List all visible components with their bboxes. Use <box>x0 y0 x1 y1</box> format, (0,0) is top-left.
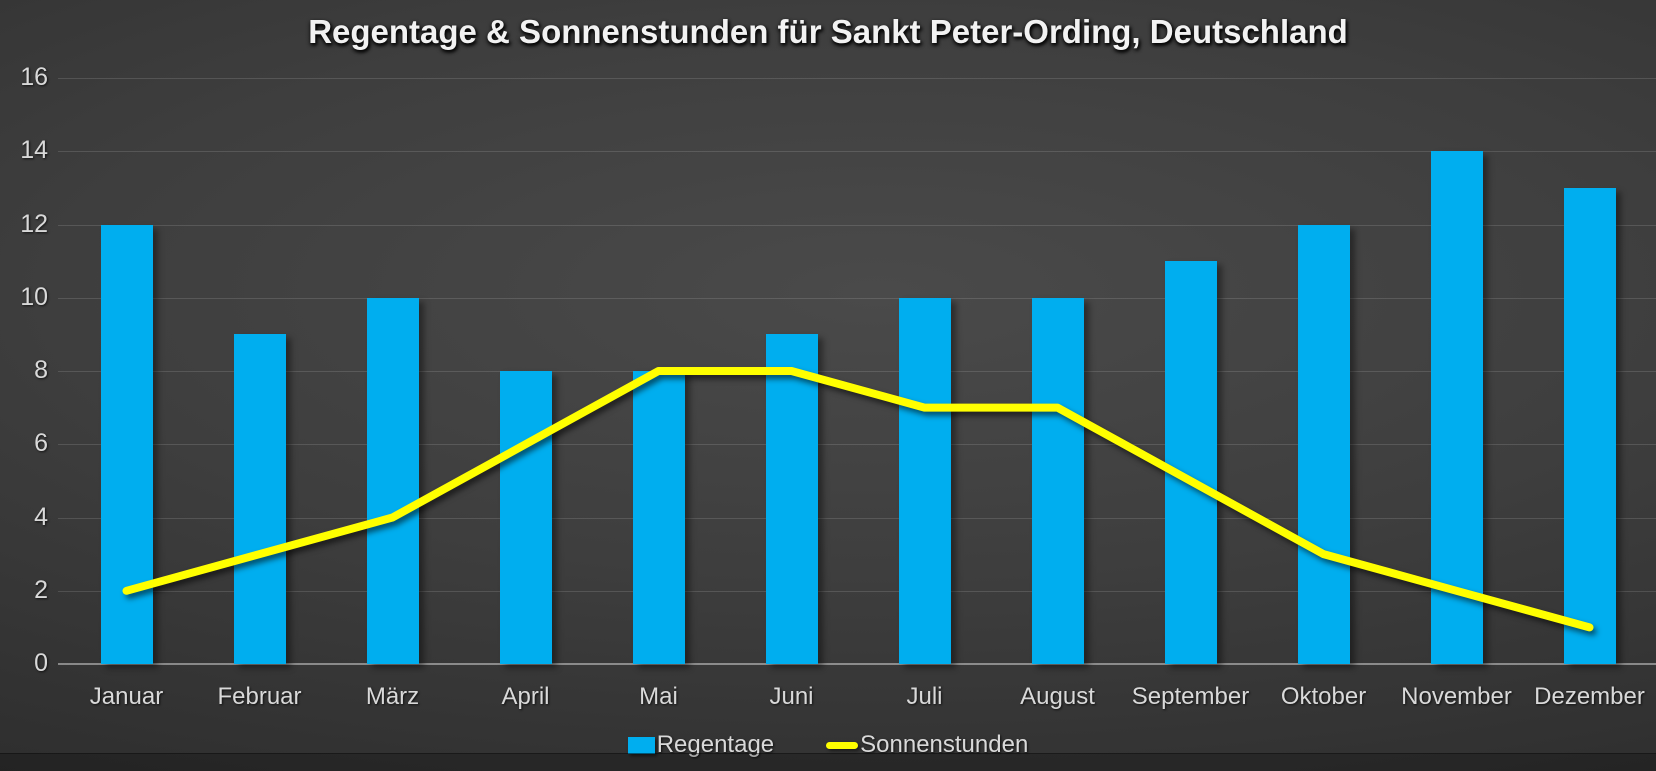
bar-september <box>1164 261 1217 664</box>
x-tick-label-mai: Mai <box>639 683 678 710</box>
legend-label-sonnenstunden: Sonnenstunden <box>860 731 1029 758</box>
gridline-y-14 <box>58 151 1656 153</box>
bar-april <box>499 371 552 664</box>
x-tick-label-dezember: Dezember <box>1534 683 1645 710</box>
y-tick-label-14: 14 <box>20 136 48 165</box>
bar-november <box>1430 151 1483 664</box>
x-tick-label-märz: März <box>365 683 420 710</box>
bar-märz <box>366 297 419 664</box>
x-tick-label-august: August <box>1020 683 1095 710</box>
x-tick-label-februar: Februar <box>217 683 302 710</box>
x-tick-label-november: November <box>1401 683 1512 710</box>
gridline-y-8 <box>58 371 1656 372</box>
y-tick-label-10: 10 <box>20 282 48 311</box>
gridline-y-2 <box>58 590 1656 592</box>
bar-oktober <box>1297 224 1350 664</box>
y-tick-label-4: 4 <box>34 502 48 531</box>
x-tick-label-oktober: Oktober <box>1280 683 1367 710</box>
legend-square-swatch <box>627 736 655 754</box>
chart-title: Regentage & Sonnenstunden für Sankt Pete… <box>308 13 1348 50</box>
legend-item-sonnenstunden: Sonnenstunden <box>826 731 1028 759</box>
gridline-y-6 <box>58 444 1656 446</box>
x-tick-label-juli: Juli <box>906 683 943 710</box>
sonnenstunden-line <box>122 367 1594 632</box>
x-tick-label-januar: Januar <box>89 683 164 710</box>
legend-line-swatch <box>826 741 859 749</box>
legend-label-regentage: Regentage <box>656 731 775 758</box>
x-tick-label-april: April <box>501 683 550 710</box>
x-tick-label-juni: Juni <box>769 683 814 710</box>
gridline-y-0 <box>58 663 1656 665</box>
y-tick-label-6: 6 <box>34 429 48 458</box>
x-tick-label-september: September <box>1131 683 1250 710</box>
legend: Regentage Sonnenstunden <box>0 731 1656 759</box>
y-tick-label-16: 16 <box>20 63 48 91</box>
bar-januar <box>100 224 153 664</box>
y-tick-label-2: 2 <box>34 575 48 604</box>
bar-august <box>1031 297 1084 664</box>
bar-dezember <box>1563 187 1616 664</box>
gridline-y-4 <box>58 517 1656 519</box>
bar-juli <box>898 297 951 664</box>
y-tick-label-12: 12 <box>20 209 48 238</box>
y-tick-label-8: 8 <box>34 356 48 384</box>
bar-mai <box>632 371 685 664</box>
gridline-y-12 <box>58 224 1656 226</box>
gridline-y-16 <box>58 78 1656 79</box>
bar-februar <box>233 334 286 664</box>
bar-juni <box>765 334 818 664</box>
y-tick-label-0: 0 <box>34 649 48 677</box>
legend-item-regentage: Regentage <box>627 731 775 759</box>
gridline-y-10 <box>58 297 1656 299</box>
bottom-band <box>0 753 1656 771</box>
